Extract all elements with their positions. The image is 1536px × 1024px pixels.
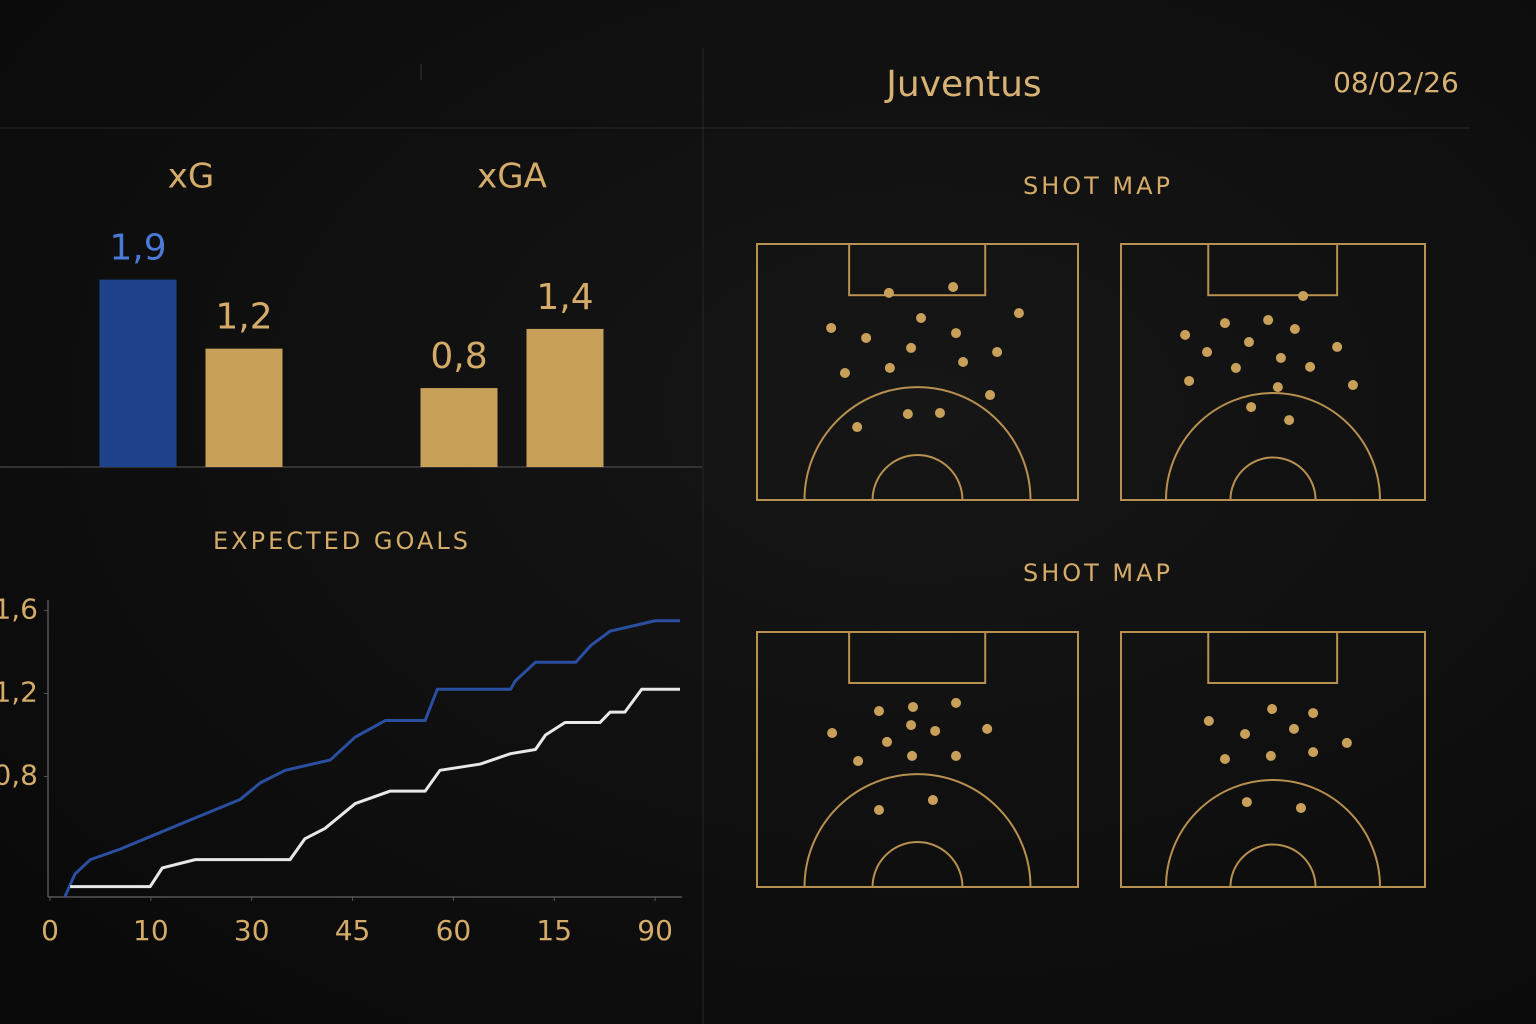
goal-box (1207, 631, 1339, 684)
shot (1347, 380, 1358, 391)
shot (1202, 347, 1213, 358)
shot (985, 390, 996, 401)
shot (906, 342, 917, 353)
shot (1203, 715, 1214, 726)
shot (948, 282, 959, 293)
shot (1263, 315, 1274, 326)
shot (1272, 382, 1283, 393)
shot (861, 332, 872, 343)
chart-title: SHOT MAP (1023, 172, 1173, 200)
shot (1240, 729, 1251, 739)
shot (1298, 290, 1309, 301)
x-tick-label: 0 (41, 914, 59, 947)
category-label: xGA (477, 157, 547, 197)
shot (902, 408, 913, 419)
shot (958, 357, 969, 368)
shot (906, 720, 917, 731)
value-label: 1,2 (215, 297, 272, 338)
shot (908, 701, 919, 712)
shot (1288, 723, 1299, 734)
shot (1246, 402, 1257, 413)
center-arc (871, 841, 964, 888)
shot (1219, 753, 1230, 764)
bar (420, 388, 498, 467)
shot (1184, 375, 1195, 386)
value-label: 1,9 (109, 228, 166, 269)
center-arc (1229, 843, 1317, 888)
x-tick-label: 15 (536, 914, 572, 947)
arc (803, 386, 1032, 501)
bar (526, 328, 604, 467)
shot (1180, 329, 1191, 340)
x-tick-label: 10 (133, 914, 169, 947)
shot (1243, 337, 1254, 348)
shot (1284, 415, 1295, 426)
bar (205, 348, 283, 467)
y-tick-label: 1,2 (0, 675, 38, 708)
center-arc (871, 454, 964, 501)
shot (927, 795, 938, 806)
shot (839, 368, 850, 379)
value-label: 1,4 (536, 277, 593, 318)
goal-box (848, 631, 987, 684)
shot (1275, 352, 1286, 363)
shot (873, 804, 884, 815)
y-tick-label: 1,6 (0, 592, 38, 625)
shot (1332, 341, 1343, 352)
center-arc (1229, 456, 1317, 501)
y-tick-label: 0,8 (0, 759, 38, 792)
shot (934, 407, 945, 418)
arc (1164, 392, 1382, 501)
shot (1267, 704, 1278, 715)
arc (1164, 779, 1382, 888)
value-label: 0,8 (430, 336, 487, 377)
arc (803, 773, 1032, 888)
shot (853, 756, 864, 767)
shot (992, 347, 1003, 358)
chart-title: SHOT MAP (1023, 559, 1173, 587)
shot (951, 328, 962, 339)
x-tick-label: 30 (234, 914, 270, 947)
shot (916, 312, 927, 323)
shot (951, 697, 962, 708)
goal-box (848, 243, 987, 297)
shot (1230, 362, 1241, 373)
goal-box (1207, 243, 1339, 297)
shot (951, 750, 962, 761)
shot (930, 725, 941, 736)
shot (1219, 318, 1230, 329)
xg-line (70, 687, 680, 889)
category-label: xG (168, 157, 214, 197)
shot (1013, 308, 1024, 319)
shot (1265, 750, 1276, 761)
shot (883, 287, 894, 298)
team-title: Juventus (884, 64, 1041, 105)
shot (1241, 797, 1252, 808)
x-tick-label: 60 (436, 914, 472, 947)
xg-line (63, 619, 680, 898)
shot (827, 727, 838, 738)
shot (1295, 802, 1306, 813)
x-tick-label: 45 (335, 914, 371, 947)
shot (907, 750, 918, 761)
match-date: 08/02/26 (1333, 66, 1459, 99)
shot (873, 706, 884, 717)
shot (882, 736, 893, 747)
shot (1308, 747, 1319, 758)
shot (1305, 361, 1316, 372)
shot (826, 322, 837, 333)
shot (852, 422, 863, 433)
shot (884, 362, 895, 373)
shot (1289, 323, 1300, 334)
shot (982, 723, 993, 734)
chart-title: EXPECTED GOALS (213, 527, 471, 555)
bar (99, 279, 177, 467)
x-tick-label: 90 (637, 914, 673, 947)
shot (1308, 708, 1319, 719)
shot (1341, 737, 1352, 748)
